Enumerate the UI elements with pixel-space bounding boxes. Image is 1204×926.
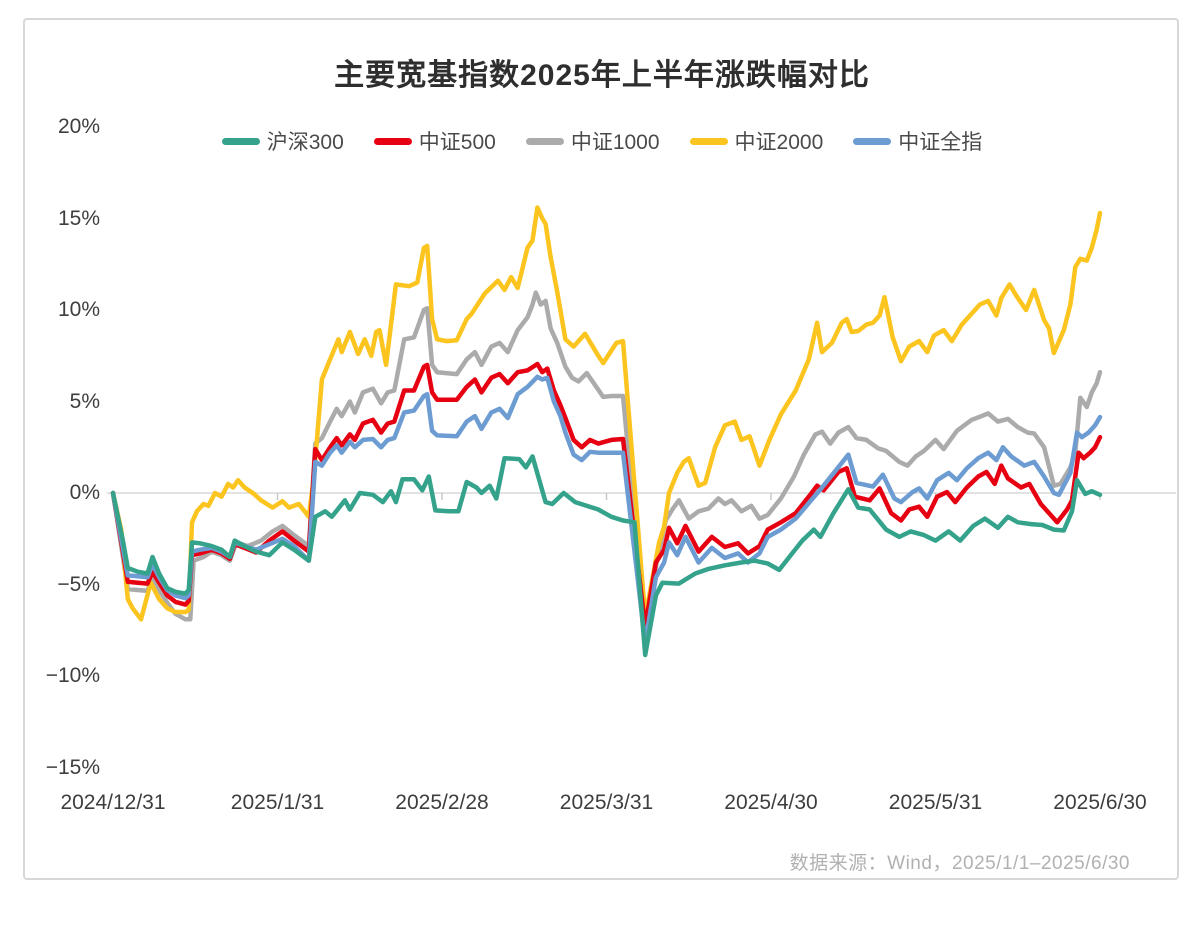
legend-label: 中证1000	[570, 131, 660, 154]
x-tick-label: 2025/2/28	[395, 791, 489, 814]
legend-item-zz1000: 中证1000	[525, 126, 660, 156]
series-line-沪深300	[110, 454, 1103, 658]
data-source-note: 数据来源：Wind，2025/1/1–2025/6/30	[789, 853, 1130, 874]
y-tick-label: −10%	[45, 664, 100, 687]
y-tick-label: 20%	[57, 115, 100, 138]
legend-item-zz2000: 中证2000	[689, 126, 824, 156]
legend-swatch	[373, 137, 412, 145]
x-tick-label: 2025/4/30	[724, 791, 818, 814]
series-line-中证1000	[110, 290, 1103, 635]
chart-legend: 沪深300 中证500 中证1000 中证2000 中证全指	[0, 126, 1204, 156]
legend-label: 中证全指	[898, 131, 983, 154]
chart-title: 主要宽基指数2025年上半年涨跌幅对比	[334, 59, 870, 92]
y-tick-label: −5%	[57, 572, 100, 596]
series-line-中证2000	[110, 205, 1103, 622]
x-tick-label: 2024/12/31	[60, 791, 166, 814]
legend-label: 中证2000	[734, 131, 824, 154]
legend-swatch	[525, 137, 564, 145]
legend-item-hs300: 沪深300	[221, 126, 344, 156]
y-tick-label: 10%	[57, 298, 100, 321]
y-tick-label: 0%	[69, 481, 100, 504]
legend-item-zz500: 中证500	[373, 126, 496, 156]
x-tick-label: 2025/6/30	[1053, 791, 1147, 814]
legend-item-zzqz: 中证全指	[853, 126, 982, 156]
series-line-中证全指	[110, 374, 1103, 646]
legend-swatch	[853, 137, 892, 145]
legend-swatch	[689, 137, 728, 145]
y-tick-label: 15%	[57, 206, 100, 230]
x-tick-label: 2025/5/31	[888, 791, 983, 814]
y-tick-label: 5%	[69, 389, 100, 413]
y-tick-label: −15%	[45, 755, 100, 779]
x-tick-label: 2025/3/31	[559, 791, 654, 814]
legend-label: 沪深300	[266, 131, 344, 154]
legend-swatch	[221, 137, 260, 145]
legend-label: 中证500	[418, 131, 496, 154]
x-tick-label: 2025/1/31	[230, 791, 325, 814]
chart-card	[23, 18, 1179, 880]
